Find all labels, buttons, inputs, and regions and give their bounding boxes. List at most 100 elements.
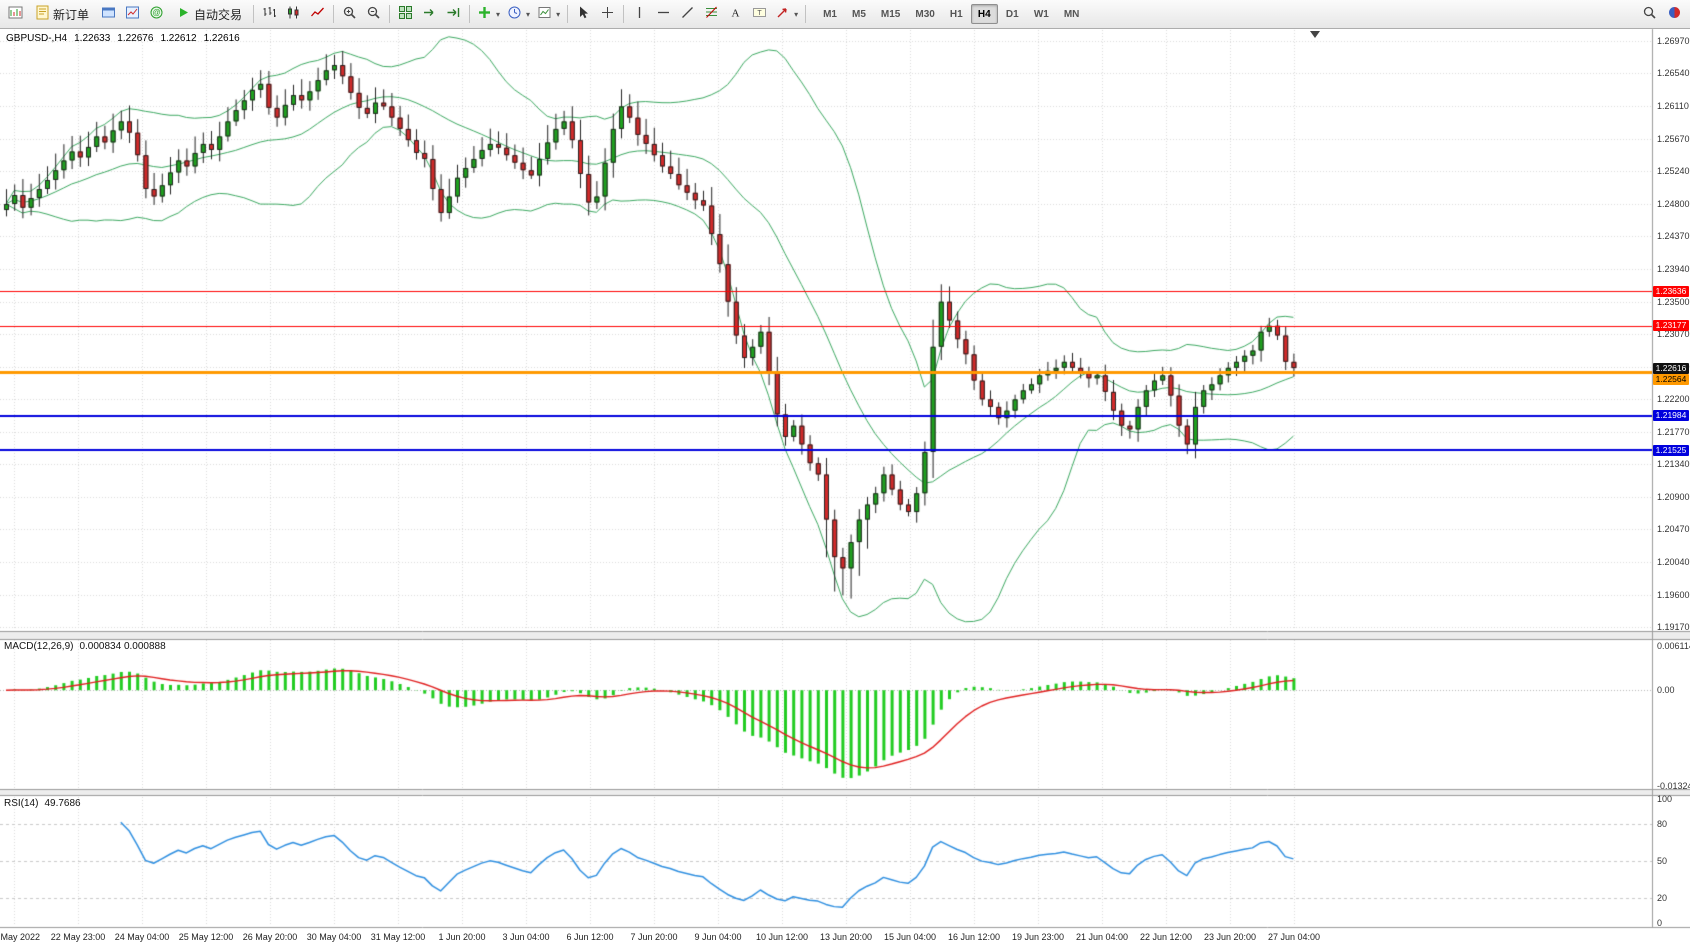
profiles-button[interactable] xyxy=(97,3,120,25)
macd-scale-max: 0.0061140 xyxy=(1657,641,1690,651)
macd-values: 0.000834 0.000888 xyxy=(79,641,166,652)
timeframe-group: M1 M5 M15 M30 H1 H4 D1 W1 MN xyxy=(816,4,1086,24)
price-line-tag[interactable]: 1.21984 xyxy=(1653,410,1689,422)
new-order-icon xyxy=(35,5,50,23)
market-watch-button[interactable] xyxy=(121,3,144,25)
periods-button[interactable]: ▾ xyxy=(504,3,533,25)
horizontal-line-button[interactable] xyxy=(652,3,675,25)
time-label: 13 Jun 20:00 xyxy=(819,932,873,942)
time-label: 3 Jun 04:00 xyxy=(502,932,550,942)
candlestick-chart-icon xyxy=(286,5,301,23)
svg-text:@: @ xyxy=(152,8,160,17)
trendline-button[interactable] xyxy=(676,3,699,25)
indicators-plus-icon xyxy=(477,5,492,23)
community-button[interactable] xyxy=(1663,3,1686,25)
macd-label: MACD(12,26,9) 0.000834 0.000888 xyxy=(4,641,166,652)
macd-scale-min: -0.0132470 xyxy=(1657,781,1690,791)
dropdown-caret-icon: ▾ xyxy=(556,9,561,19)
time-label: 31 May 12:00 xyxy=(370,932,426,942)
chart-shift-button[interactable] xyxy=(442,3,465,25)
timeframe-m15-button[interactable]: M15 xyxy=(874,4,907,24)
time-label: 30 May 04:00 xyxy=(306,932,362,942)
vertical-line-icon xyxy=(632,5,647,23)
timeframe-h4-button[interactable]: H4 xyxy=(970,4,998,24)
price-tick: 1.19170 xyxy=(1657,622,1690,632)
timeframe-mn-button[interactable]: MN xyxy=(1057,4,1087,24)
chart-ohlc-header: GBPUSD-,H4 1.22633 1.22676 1.22612 1.226… xyxy=(6,33,240,44)
templates-button[interactable]: ▾ xyxy=(534,3,563,25)
price-line-tag[interactable]: 1.22564 xyxy=(1653,373,1689,385)
toolbar-right-group xyxy=(1638,3,1686,25)
price-scale[interactable]: 1.26970 1.26540 1.26110 1.25670 1.25240 1.248… xyxy=(1653,29,1690,928)
dropdown-caret-icon: ▾ xyxy=(496,9,501,19)
timeframe-w1-button[interactable]: W1 xyxy=(1027,4,1056,24)
price-tick: 1.23940 xyxy=(1657,263,1690,274)
time-label: 27 Jun 04:00 xyxy=(1267,932,1321,942)
price-line-tag[interactable]: 1.21525 xyxy=(1653,444,1689,456)
timeframe-m30-button[interactable]: M30 xyxy=(908,4,941,24)
close-value: 1.22616 xyxy=(203,33,240,44)
time-label: 25 May 12:00 xyxy=(178,932,234,942)
autotrade-play-icon xyxy=(176,5,191,23)
indicators-button[interactable]: ▾ xyxy=(474,3,503,25)
rsi-scale-level: 80 xyxy=(1657,818,1668,829)
svg-text:T: T xyxy=(757,10,762,17)
zoom-out-button[interactable] xyxy=(362,3,385,25)
scroll-end-marker xyxy=(1310,31,1320,38)
symbol-period-label: GBPUSD-,H4 xyxy=(6,33,68,44)
time-label: 24 May 04:00 xyxy=(114,932,170,942)
arrows-button[interactable]: ▾ xyxy=(772,3,801,25)
price-line-tag[interactable]: 1.23636 xyxy=(1653,285,1689,297)
time-label: 10 Jun 12:00 xyxy=(755,932,809,942)
search-button[interactable] xyxy=(1638,3,1661,25)
auto-scroll-button[interactable] xyxy=(418,3,441,25)
text-button[interactable]: A xyxy=(724,3,747,25)
timeframe-h1-button[interactable]: H1 xyxy=(943,4,970,24)
time-label: 22 May 23:00 xyxy=(50,932,106,942)
zoom-in-icon xyxy=(342,5,357,23)
vertical-line-button[interactable] xyxy=(628,3,651,25)
timeframe-d1-button[interactable]: D1 xyxy=(999,4,1026,24)
alerts-button[interactable]: @ xyxy=(145,3,168,25)
crosshair-button[interactable] xyxy=(596,3,619,25)
toolbar-separator xyxy=(469,5,471,23)
time-label: 7 Jun 20:00 xyxy=(630,932,678,942)
new-order-button[interactable]: 新订单 xyxy=(28,3,96,25)
toolbar: 新订单 @ 自动交易 ▾ ▾ ▾ A T xyxy=(0,0,1690,29)
price-tick: 1.20040 xyxy=(1657,556,1690,567)
price-line-tag[interactable]: 1.23177 xyxy=(1653,320,1689,332)
chart-shift-icon xyxy=(446,5,461,23)
fibonacci-button[interactable] xyxy=(700,3,723,25)
cursor-button[interactable] xyxy=(572,3,595,25)
bar-chart-icon xyxy=(262,5,277,23)
tile-windows-button[interactable] xyxy=(394,3,417,25)
timeframe-m5-button[interactable]: M5 xyxy=(845,4,873,24)
toolbar-separator xyxy=(389,5,391,23)
trendline-icon xyxy=(680,5,695,23)
rsi-scale-level: 100 xyxy=(1657,794,1673,804)
line-chart-button[interactable] xyxy=(306,3,329,25)
bar-chart-button[interactable] xyxy=(258,3,281,25)
line-chart-icon xyxy=(310,5,325,23)
horizontal-line-icon xyxy=(656,5,671,23)
profiles-icon xyxy=(101,5,116,23)
autotrade-button[interactable]: 自动交易 xyxy=(169,3,249,25)
time-label: 23 Jun 20:00 xyxy=(1203,932,1257,942)
rsi-scale-level: 0 xyxy=(1657,918,1663,928)
rsi-scale-level: 20 xyxy=(1657,893,1668,904)
price-line-tag[interactable]: 1.22616 xyxy=(1653,362,1689,374)
clock-icon xyxy=(507,5,522,23)
label-button[interactable]: T xyxy=(748,3,771,25)
high-value: 1.22676 xyxy=(117,33,154,44)
timeframe-m1-button[interactable]: M1 xyxy=(816,4,844,24)
time-axis[interactable]: 19 May 2022 22 May 23:00 24 May 04:00 25 Ma… xyxy=(0,927,1652,949)
zoom-in-button[interactable] xyxy=(338,3,361,25)
time-label: 15 Jun 04:00 xyxy=(883,932,937,942)
dropdown-caret-icon: ▾ xyxy=(794,9,799,19)
time-label: 19 Jun 23:00 xyxy=(1011,932,1065,942)
new-chart-button[interactable] xyxy=(4,3,27,25)
candlestick-chart-button[interactable] xyxy=(282,3,305,25)
svg-text:A: A xyxy=(732,8,740,20)
